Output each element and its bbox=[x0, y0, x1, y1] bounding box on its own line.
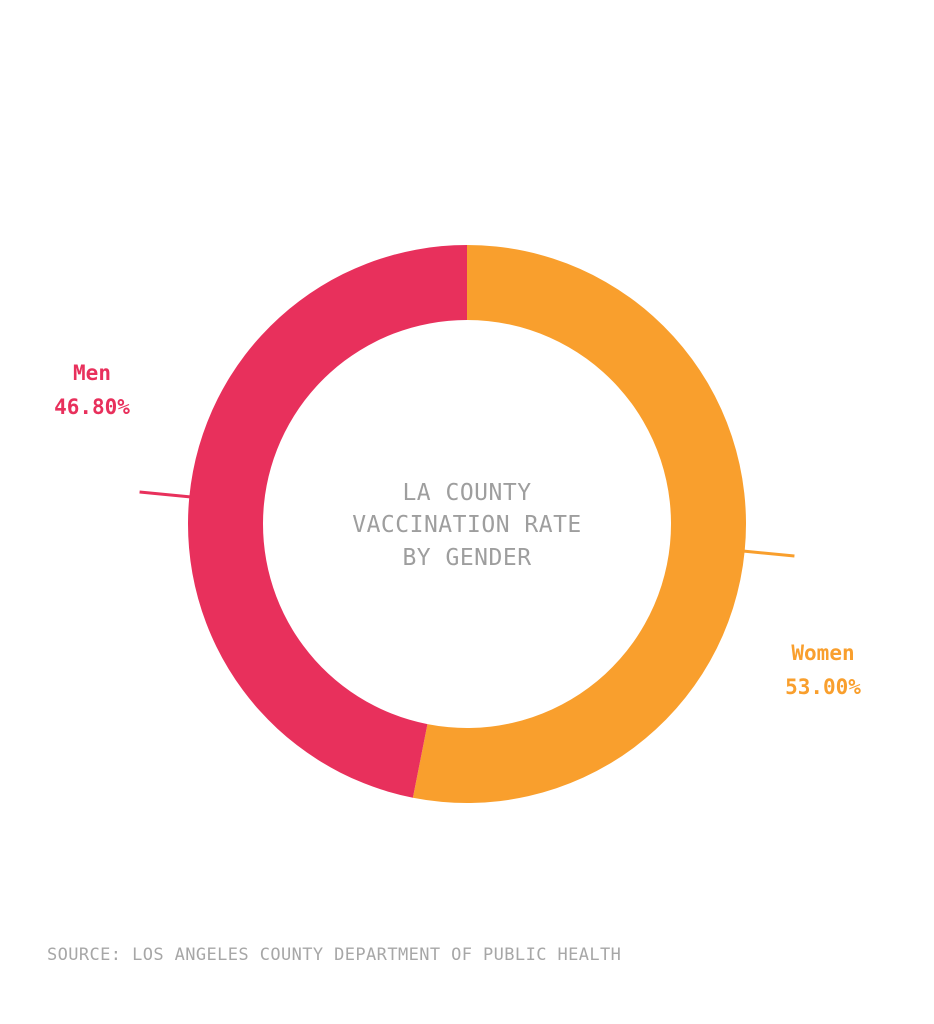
slice-label-women-name: Women bbox=[791, 641, 854, 665]
center-title-line-3: BY GENDER bbox=[402, 545, 531, 571]
leader-line-women bbox=[742, 549, 795, 558]
donut-slices bbox=[188, 244, 747, 803]
center-title-line-1: LA COUNTY bbox=[402, 480, 531, 506]
slice-label-men-value: 46.80% bbox=[54, 395, 130, 419]
leader-lines bbox=[139, 490, 795, 558]
slice-women bbox=[412, 245, 747, 803]
slice-men bbox=[188, 244, 467, 798]
source-note: SOURCE: LOS ANGELES COUNTY DEPARTMENT OF… bbox=[47, 945, 622, 965]
leader-line-men bbox=[139, 490, 192, 499]
center-title-line-2: VACCINATION RATE bbox=[352, 512, 582, 538]
slice-label-men-name: Men bbox=[73, 361, 111, 385]
slice-label-women-value: 53.00% bbox=[785, 675, 861, 699]
